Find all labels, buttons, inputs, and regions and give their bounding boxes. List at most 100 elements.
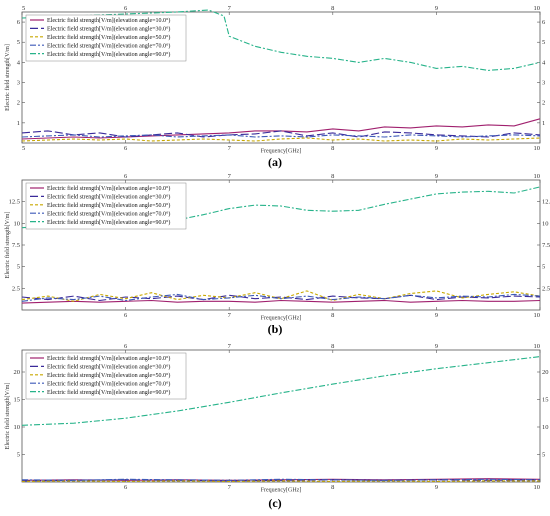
x-tick-label: 8 (331, 484, 334, 491)
x-tick-label: 8 (331, 312, 334, 319)
y-tick-label: 12.5 (9, 199, 20, 206)
chart-b: 6 6 7 7 8 8 9 9 10 10 2.5 2.5 5 5 7.5 7.5 10 10 12.5 12.5 Fr… (4, 173, 550, 322)
series-line-2 (21, 294, 541, 302)
y-tick-label: 4 (17, 59, 21, 66)
y-tick-label: 15 (14, 397, 21, 404)
y-tick-label-right: 15 (542, 397, 549, 404)
legend-entry: Electric field strength[V/m](elevation a… (47, 17, 170, 24)
y-tick-label: 2 (17, 100, 20, 107)
legend-entry: Electric field strength[V/m](elevation a… (47, 26, 170, 33)
y-tick-label: 5 (17, 39, 20, 46)
panel-label-b: (b) (267, 322, 283, 336)
x-tick-label-top: 10 (534, 343, 541, 350)
x-tick-label: 9 (435, 145, 438, 152)
legend-box (25, 352, 187, 400)
panel-label-a: (a) (268, 155, 282, 169)
legend-box (25, 182, 187, 230)
y-tick-label-right: 4 (542, 59, 546, 66)
chart-panel-b: 6 6 7 7 8 8 9 9 10 10 2.5 2.5 5 5 7.5 7.5 10 10 12.5 12.5 Fr… (0, 170, 550, 340)
legend-entry: Electric field strength[V/m](elevation a… (47, 42, 170, 49)
y-tick-label-right: 20 (542, 369, 549, 376)
y-tick-label: 2.5 (12, 285, 20, 292)
chart-panel-c: 6 6 7 7 8 8 9 9 10 10 5 5 10 10 15 15 20 20 Frequency[GHz]… (0, 340, 550, 516)
y-tick-label: 7.5 (12, 242, 20, 249)
x-tick-label-top: 10 (534, 5, 541, 12)
x-tick-label: 8 (331, 145, 334, 152)
y-tick-label: 10 (14, 220, 21, 227)
x-tick-label-top: 9 (435, 5, 438, 12)
series-line-4 (21, 293, 541, 302)
y-tick-label: 6 (17, 19, 21, 26)
y-tick-label-right: 1 (542, 120, 545, 127)
x-tick-label: 9 (435, 312, 438, 319)
series-line-3 (21, 137, 541, 142)
x-axis-label: Frequency[GHz] (261, 488, 302, 494)
x-tick-label: 6 (124, 312, 128, 319)
series-line-5 (21, 9, 541, 71)
legend-box (25, 14, 187, 62)
y-tick-label-right: 6 (542, 19, 546, 26)
x-tick-label-top: 8 (331, 173, 334, 180)
legend-entry: Electric field strength[V/m](elevation a… (47, 34, 170, 41)
x-tick-label: 7 (228, 312, 232, 319)
y-axis-label: Electric field strength[V/m] (4, 383, 11, 450)
legend-entry: Electric field strength[V/m](elevation a… (47, 185, 170, 192)
y-tick-label-right: 5 (542, 264, 545, 271)
series-line-1 (21, 299, 541, 304)
y-axis-label: Electric field strength[V/m] (4, 44, 11, 111)
x-tick-label-top: 9 (435, 173, 438, 180)
y-tick-label: 1 (17, 120, 20, 127)
x-tick-label: 10 (534, 484, 541, 491)
y-tick-label: 10 (14, 424, 21, 431)
y-tick-label-right: 5 (542, 39, 545, 46)
x-tick-label: 5 (22, 145, 25, 152)
legend-entry: Electric field strength[V/m](elevation a… (47, 202, 170, 209)
series-line-3 (21, 480, 540, 482)
x-tick-label: 6 (124, 484, 128, 491)
legend-entry: Electric field strength[V/m](elevation a… (47, 219, 170, 226)
x-tick-label-top: 10 (534, 173, 541, 180)
y-tick-label-right: 10 (542, 424, 549, 431)
x-tick-label-top: 9 (435, 343, 438, 350)
y-tick-label-right: 2.5 (542, 285, 550, 292)
x-axis-label: Frequency[GHz] (261, 149, 302, 155)
x-tick-label-top: 6 (124, 173, 128, 180)
y-tick-label-right: 12.5 (542, 199, 550, 206)
y-tick-label-right: 3 (542, 80, 545, 87)
x-tick-label: 7 (228, 484, 232, 491)
series-line-2 (21, 479, 541, 482)
x-tick-label: 7 (228, 145, 232, 152)
x-tick-label: 6 (124, 145, 128, 152)
x-tick-label-top: 7 (228, 5, 232, 12)
chart-panel-a: 5 5 6 6 7 7 8 8 9 9 10 10 1 1 2 2 3 3 4 4 5 5 6 6 Frequency[GHz]… (0, 0, 550, 169)
x-tick-label-top: 7 (228, 343, 232, 350)
x-tick-label-top: 6 (124, 5, 128, 12)
legend-entry: Electric field strength[V/m](elevation a… (47, 51, 170, 58)
legend-entry: Electric field strength[V/m](elevation a… (47, 389, 170, 396)
legend-entry: Electric field strength[V/m](elevation a… (47, 364, 170, 371)
y-tick-label-right: 5 (542, 452, 545, 459)
y-tick-label: 5 (17, 264, 20, 271)
series-line-2 (21, 130, 541, 138)
y-tick-label-right: 10 (542, 220, 549, 227)
x-tick-label: 10 (534, 312, 541, 319)
x-tick-label-top: 6 (124, 343, 128, 350)
x-tick-label-top: 5 (22, 5, 25, 12)
series-line-5 (21, 356, 541, 426)
legend-entry: Electric field strength[V/m](elevation a… (47, 210, 170, 217)
x-tick-label-top: 8 (331, 343, 334, 350)
y-tick-label: 5 (17, 452, 20, 459)
x-tick-label: 9 (435, 484, 438, 491)
y-axis-label: Electric field strength[V/m] (4, 212, 11, 279)
series-line-3 (21, 290, 541, 302)
legend-entry: Electric field strength[V/m](elevation a… (47, 355, 170, 362)
series-line-4 (21, 478, 541, 481)
legend-entry: Electric field strength[V/m](elevation a… (47, 194, 170, 201)
legend-entry: Electric field strength[V/m](elevation a… (47, 380, 170, 387)
y-tick-label: 20 (14, 369, 21, 376)
y-tick-label-right: 7.5 (542, 242, 550, 249)
x-tick-label: 10 (534, 145, 541, 152)
x-tick-label-top: 8 (331, 5, 334, 12)
y-tick-label: 3 (17, 80, 20, 87)
x-tick-label-top: 7 (228, 173, 232, 180)
